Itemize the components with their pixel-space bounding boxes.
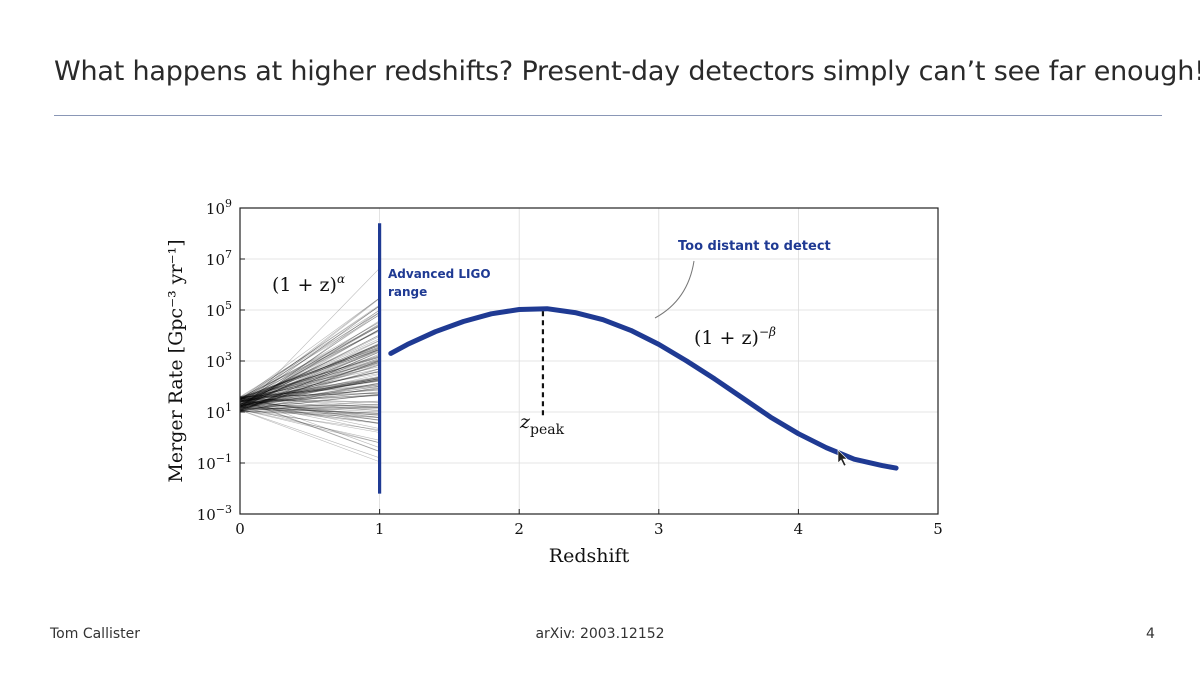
y-axis-label: Merger Rate [Gpc⁻³ yr⁻¹] xyxy=(165,239,187,482)
low-z-formula: (1 + z)α xyxy=(272,272,345,296)
x-tick-label: 1 xyxy=(375,520,385,538)
too-distant-pointer xyxy=(655,261,694,318)
low-z-fan-lines xyxy=(240,268,380,462)
too-distant-label: Too distant to detect xyxy=(678,239,831,254)
y-tick-label: 10−3 xyxy=(197,503,232,524)
high-z-curve-layer xyxy=(380,223,897,493)
y-tick-label: 105 xyxy=(206,299,232,320)
x-tick-label: 5 xyxy=(933,520,943,538)
high-z-formula: (1 + z)−β xyxy=(694,325,776,349)
x-tick-label: 0 xyxy=(235,520,245,538)
footer-reference: arXiv: 2003.12152 xyxy=(0,626,1200,642)
high-z-rate-curve xyxy=(391,309,896,468)
x-tick-label: 4 xyxy=(794,520,804,538)
ligo-range-label-line2: range xyxy=(388,285,427,299)
y-tick-label: 10−1 xyxy=(197,452,232,473)
x-axis-label: Redshift xyxy=(549,545,630,567)
footer-page-number: 4 xyxy=(1146,626,1155,642)
x-tick-label: 3 xyxy=(654,520,664,538)
y-tick-label: 101 xyxy=(206,401,232,422)
x-tick-label: 2 xyxy=(514,520,524,538)
y-tick-label: 109 xyxy=(206,197,232,218)
z-peak-label: zpeak xyxy=(519,411,565,438)
ligo-range-label-line1: Advanced LIGO xyxy=(388,267,491,281)
y-tick-label: 103 xyxy=(206,350,232,371)
y-tick-label: 107 xyxy=(206,248,232,269)
